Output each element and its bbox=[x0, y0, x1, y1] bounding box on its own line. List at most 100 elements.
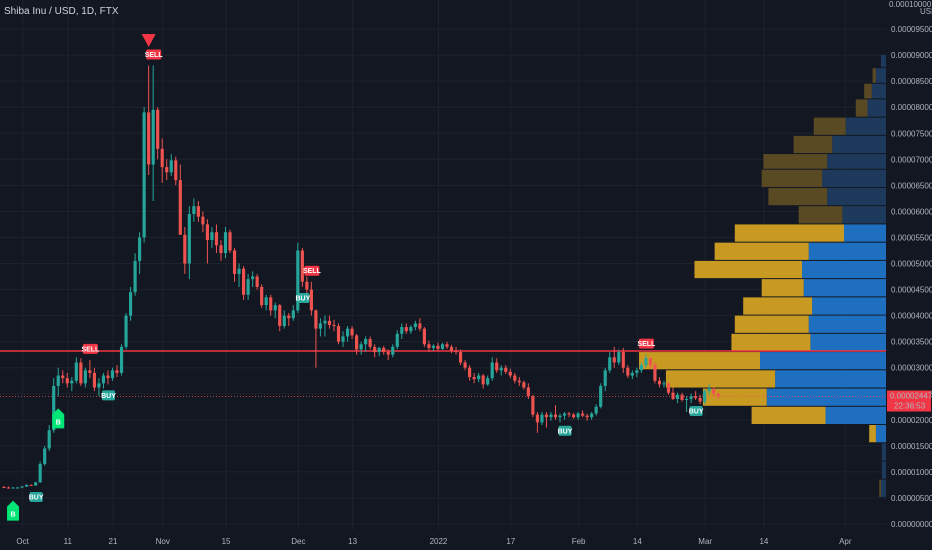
candle-body bbox=[151, 109, 155, 165]
candle-body bbox=[359, 344, 363, 350]
candle-body bbox=[70, 380, 74, 384]
price-tick: 0.00004500 bbox=[891, 286, 932, 295]
candle-body bbox=[454, 351, 458, 353]
candle-body bbox=[273, 305, 277, 311]
candle-body bbox=[531, 396, 535, 415]
candle-body bbox=[621, 352, 625, 368]
candle-body bbox=[174, 160, 178, 181]
price-tick: 0.00006500 bbox=[891, 181, 932, 190]
time-tick: Mar bbox=[698, 537, 712, 546]
vp-down-bar bbox=[872, 68, 876, 83]
vp-up-bar bbox=[881, 461, 886, 479]
candle-body bbox=[88, 370, 92, 373]
vp-up-bar bbox=[844, 224, 886, 242]
candle-body bbox=[662, 383, 666, 385]
price-tick: 0.00005500 bbox=[891, 233, 932, 242]
candle-body bbox=[386, 352, 390, 355]
candle-body bbox=[83, 370, 87, 384]
candle-body bbox=[517, 380, 521, 383]
candle-body bbox=[716, 393, 720, 397]
candle-body bbox=[440, 344, 445, 349]
candlestick-series bbox=[2, 65, 720, 489]
sell-tag: SELL bbox=[145, 52, 164, 59]
candle-body bbox=[581, 413, 585, 416]
sell-tag-bg bbox=[304, 265, 320, 276]
price-tick: 0.00001000 bbox=[891, 468, 932, 477]
candle-body bbox=[413, 323, 417, 328]
buy-tag: BUY bbox=[29, 494, 44, 501]
symbol-title[interactable]: Shiba Inu / USD, 1D, FTX bbox=[4, 6, 119, 17]
price-tick: 0.00008000 bbox=[891, 103, 932, 112]
candle-body bbox=[156, 109, 160, 149]
candle-body bbox=[558, 415, 562, 418]
candle-body bbox=[201, 216, 205, 225]
candle-body bbox=[296, 250, 300, 311]
candle-body bbox=[20, 486, 24, 488]
time-tick: Nov bbox=[156, 537, 170, 546]
candle-body bbox=[74, 362, 78, 381]
candle-body bbox=[232, 250, 237, 274]
candle-body bbox=[626, 367, 630, 376]
vp-up-bar bbox=[842, 206, 886, 224]
candle-body bbox=[707, 388, 711, 392]
buy-tag: BUY bbox=[558, 428, 573, 435]
vp-down-bar bbox=[639, 352, 760, 370]
price-tick: 0.00005000 bbox=[891, 260, 932, 269]
vp-down-bar bbox=[702, 388, 767, 406]
candle-body bbox=[436, 345, 440, 349]
time-axis[interactable]: Oct 11 21 Nov 15 Dec 13 2022 17 Feb 14 Mar 14 Apr bbox=[0, 530, 932, 550]
candle-body bbox=[427, 344, 431, 348]
candle-body bbox=[490, 362, 494, 379]
vp-up-bar bbox=[871, 83, 886, 99]
candle-body bbox=[675, 394, 680, 399]
candle-body bbox=[128, 292, 133, 316]
candle-body bbox=[2, 487, 6, 489]
candle-body bbox=[345, 328, 350, 337]
candle-body bbox=[522, 382, 526, 388]
candle-body bbox=[373, 346, 377, 353]
candle-body bbox=[97, 383, 101, 388]
candle-body bbox=[264, 297, 268, 306]
vp-down-bar bbox=[855, 99, 868, 117]
candle-body bbox=[617, 352, 621, 363]
sell-tag-bg bbox=[82, 343, 98, 354]
candle-body bbox=[544, 414, 549, 418]
vp-down-bar bbox=[751, 406, 826, 425]
candle-body bbox=[657, 380, 662, 385]
vp-down-bar bbox=[743, 297, 813, 315]
vp-up-bar bbox=[881, 443, 886, 461]
up-arrow-label: B bbox=[11, 512, 16, 519]
candle-body bbox=[382, 347, 386, 353]
vp-up-bar bbox=[775, 370, 886, 388]
vp-down-bar bbox=[879, 479, 881, 497]
vp-up-bar bbox=[825, 406, 886, 425]
candle-body bbox=[300, 250, 304, 282]
candle-body bbox=[38, 464, 42, 483]
buy-tag: BUY bbox=[101, 393, 116, 400]
sell-tag-bg bbox=[638, 338, 654, 349]
price-axis[interactable]: 0.00010000USD 0.00009500 0.00009000 0.00008… bbox=[886, 0, 932, 550]
candle-body bbox=[11, 487, 15, 489]
candle-body bbox=[445, 344, 449, 347]
vp-down-bar bbox=[694, 260, 802, 279]
candle-body bbox=[341, 336, 345, 342]
candle-body bbox=[25, 484, 29, 487]
time-tick: Oct bbox=[16, 537, 29, 546]
candle-body bbox=[608, 357, 612, 371]
price-tick: 0.00007000 bbox=[891, 155, 932, 164]
current-price-label: 0.00002447 bbox=[890, 392, 932, 401]
time-tick: 11 bbox=[64, 537, 73, 546]
candle-body bbox=[499, 367, 503, 371]
candle-body bbox=[630, 372, 634, 376]
current-price-badge bbox=[887, 390, 931, 412]
candle-body bbox=[486, 378, 490, 385]
candle-body bbox=[214, 232, 219, 246]
candle-body bbox=[336, 326, 341, 342]
price-tick: 0.00007500 bbox=[891, 129, 932, 138]
price-tick: 0.00009000 bbox=[891, 51, 932, 60]
vp-up-bar bbox=[827, 154, 886, 169]
price-axis-top-label: 0.00010000 bbox=[889, 0, 932, 9]
time-tick: Apr bbox=[839, 537, 852, 546]
vp-up-bar bbox=[845, 117, 886, 135]
